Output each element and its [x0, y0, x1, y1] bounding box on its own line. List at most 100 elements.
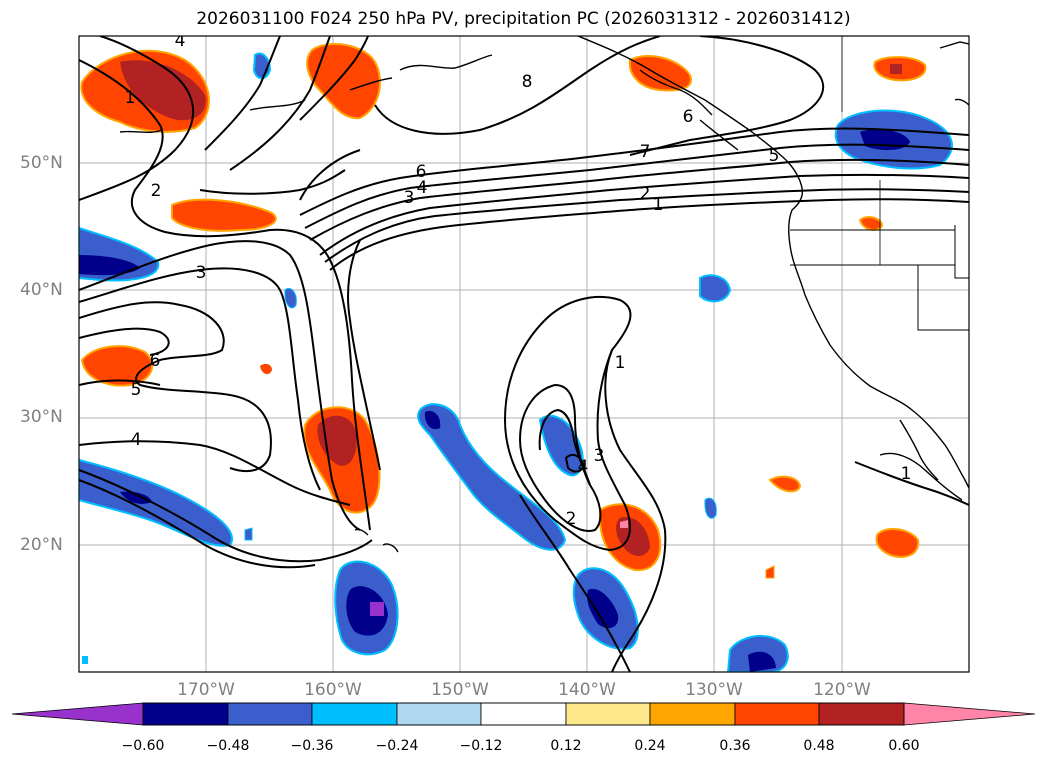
anomaly-blob: [628, 55, 692, 92]
lat-label-40n: 40°N: [20, 280, 63, 300]
coastline: [382, 543, 399, 553]
colorbar-extend-right: [903, 702, 1036, 726]
anomaly-blob: [875, 528, 920, 558]
colorbar-tick: −0.48: [206, 738, 250, 754]
contour-label: 5: [769, 146, 780, 166]
precip-negative-anomalies: [79, 52, 953, 672]
lat-label-50n: 50°N: [20, 153, 63, 173]
pv-contour: [79, 267, 321, 491]
contour-label: 4: [578, 457, 589, 477]
lat-label-20n: 20°N: [20, 535, 63, 555]
anomaly-blob: [699, 274, 732, 303]
contour-label: 1: [901, 464, 912, 484]
colorbar-swatch: [142, 702, 229, 726]
colorbar-tick: 0.36: [719, 738, 751, 754]
anomaly-blob: [587, 588, 619, 629]
pv-contour: [199, 169, 346, 195]
anomaly-blob: [284, 287, 297, 309]
coastline: [939, 41, 969, 49]
colorbar-tick: −0.60: [121, 738, 165, 754]
pv-contour: [79, 440, 351, 506]
coastline: [917, 265, 969, 331]
pv-contour: [79, 36, 194, 201]
colorbar-tick: −0.24: [375, 738, 419, 754]
contour-label: 4: [417, 178, 428, 198]
pv-contour: [604, 349, 667, 672]
anomaly-blob: [424, 410, 441, 430]
lon-label-160w: 160°W: [304, 680, 362, 700]
lon-label-150w: 150°W: [431, 680, 489, 700]
contour-label: 3: [196, 263, 207, 283]
anomaly-blob: [306, 43, 381, 120]
lon-label-120w: 120°W: [813, 680, 871, 700]
map-frame: [78, 35, 970, 673]
colorbar: [11, 702, 1036, 726]
pv-contour: [309, 158, 969, 241]
colorbar-swatch: [227, 702, 313, 726]
colorbar-swatch: [734, 702, 820, 726]
coastline: [354, 528, 369, 536]
contour-label: 2: [566, 509, 577, 529]
pv-contour: [324, 188, 969, 263]
colorbar-tick: 0.24: [634, 738, 666, 754]
contour-labels: 4 1 2 3 8 7 6 4 3 2 1 6 5 4 1 3 4 2 1 5 …: [125, 36, 912, 529]
coastline: [249, 99, 306, 111]
pv-contour: [79, 240, 361, 531]
colorbar-tick: −0.12: [459, 738, 503, 754]
anomaly-blob: [620, 520, 628, 528]
pv-contour: [304, 143, 969, 229]
pv-contour: [374, 36, 661, 135]
coastline: [899, 419, 939, 481]
coastline: [399, 54, 493, 71]
lon-label-140w: 140°W: [558, 680, 616, 700]
pv-contour: [79, 379, 161, 386]
colorbar-swatch: [311, 702, 398, 726]
colorbar-tick: −0.36: [290, 738, 334, 754]
contour-label: 1: [125, 88, 136, 108]
contour-label: 1: [615, 353, 626, 373]
contour-label: 3: [594, 446, 605, 466]
colorbar-swatch: [818, 702, 905, 726]
coastline: [119, 129, 163, 134]
pv-contour: [79, 469, 373, 563]
pv-contour: [79, 327, 170, 356]
pv-contour: [629, 36, 825, 156]
anomaly-blob: [120, 60, 206, 121]
anomaly-blob: [79, 255, 140, 276]
coastline: [954, 98, 969, 106]
pv-contour: [79, 59, 371, 531]
pv-contour: [299, 127, 969, 216]
coastline: [879, 452, 963, 501]
lat-label-30n: 30°N: [20, 407, 63, 427]
anomaly-blob: [768, 475, 802, 493]
contour-label: 2: [151, 181, 162, 201]
contour-label: 6: [416, 162, 427, 182]
pv-contour: [538, 408, 591, 486]
anomaly-blob: [417, 403, 567, 551]
pv-contour: [564, 453, 586, 473]
map-plot-area: 4 1 2 3 8 7 6 4 3 2 1 6 5 4 1 3 4 2 1 5 …: [79, 36, 969, 672]
contour-label: 1: [653, 195, 664, 215]
anomaly-blob: [890, 64, 902, 74]
colorbar-tick: 0.12: [550, 738, 582, 754]
anomaly-blob: [244, 527, 253, 541]
colorbar-swatch: [649, 702, 736, 726]
pv-contour: [229, 36, 331, 171]
pv-contours: [79, 36, 969, 672]
contour-label: 5: [131, 380, 142, 400]
map-title: 2026031100 F024 250 hPa PV, precipitatio…: [196, 9, 851, 29]
anomaly-blob: [858, 216, 884, 231]
pv-contour: [347, 239, 381, 471]
coastline: [954, 225, 969, 279]
contour-label: 4: [131, 430, 142, 450]
pv-contour: [519, 494, 631, 672]
contour-label: 6: [683, 107, 694, 127]
colorbar-swatch: [565, 702, 651, 726]
coastline: [639, 69, 713, 116]
pv-contour: [299, 149, 361, 201]
pv-contour: [79, 301, 272, 473]
anomaly-blob: [370, 602, 384, 616]
pv-contour: [299, 36, 369, 121]
anomaly-blob: [80, 345, 154, 387]
lon-label-130w: 130°W: [685, 680, 743, 700]
